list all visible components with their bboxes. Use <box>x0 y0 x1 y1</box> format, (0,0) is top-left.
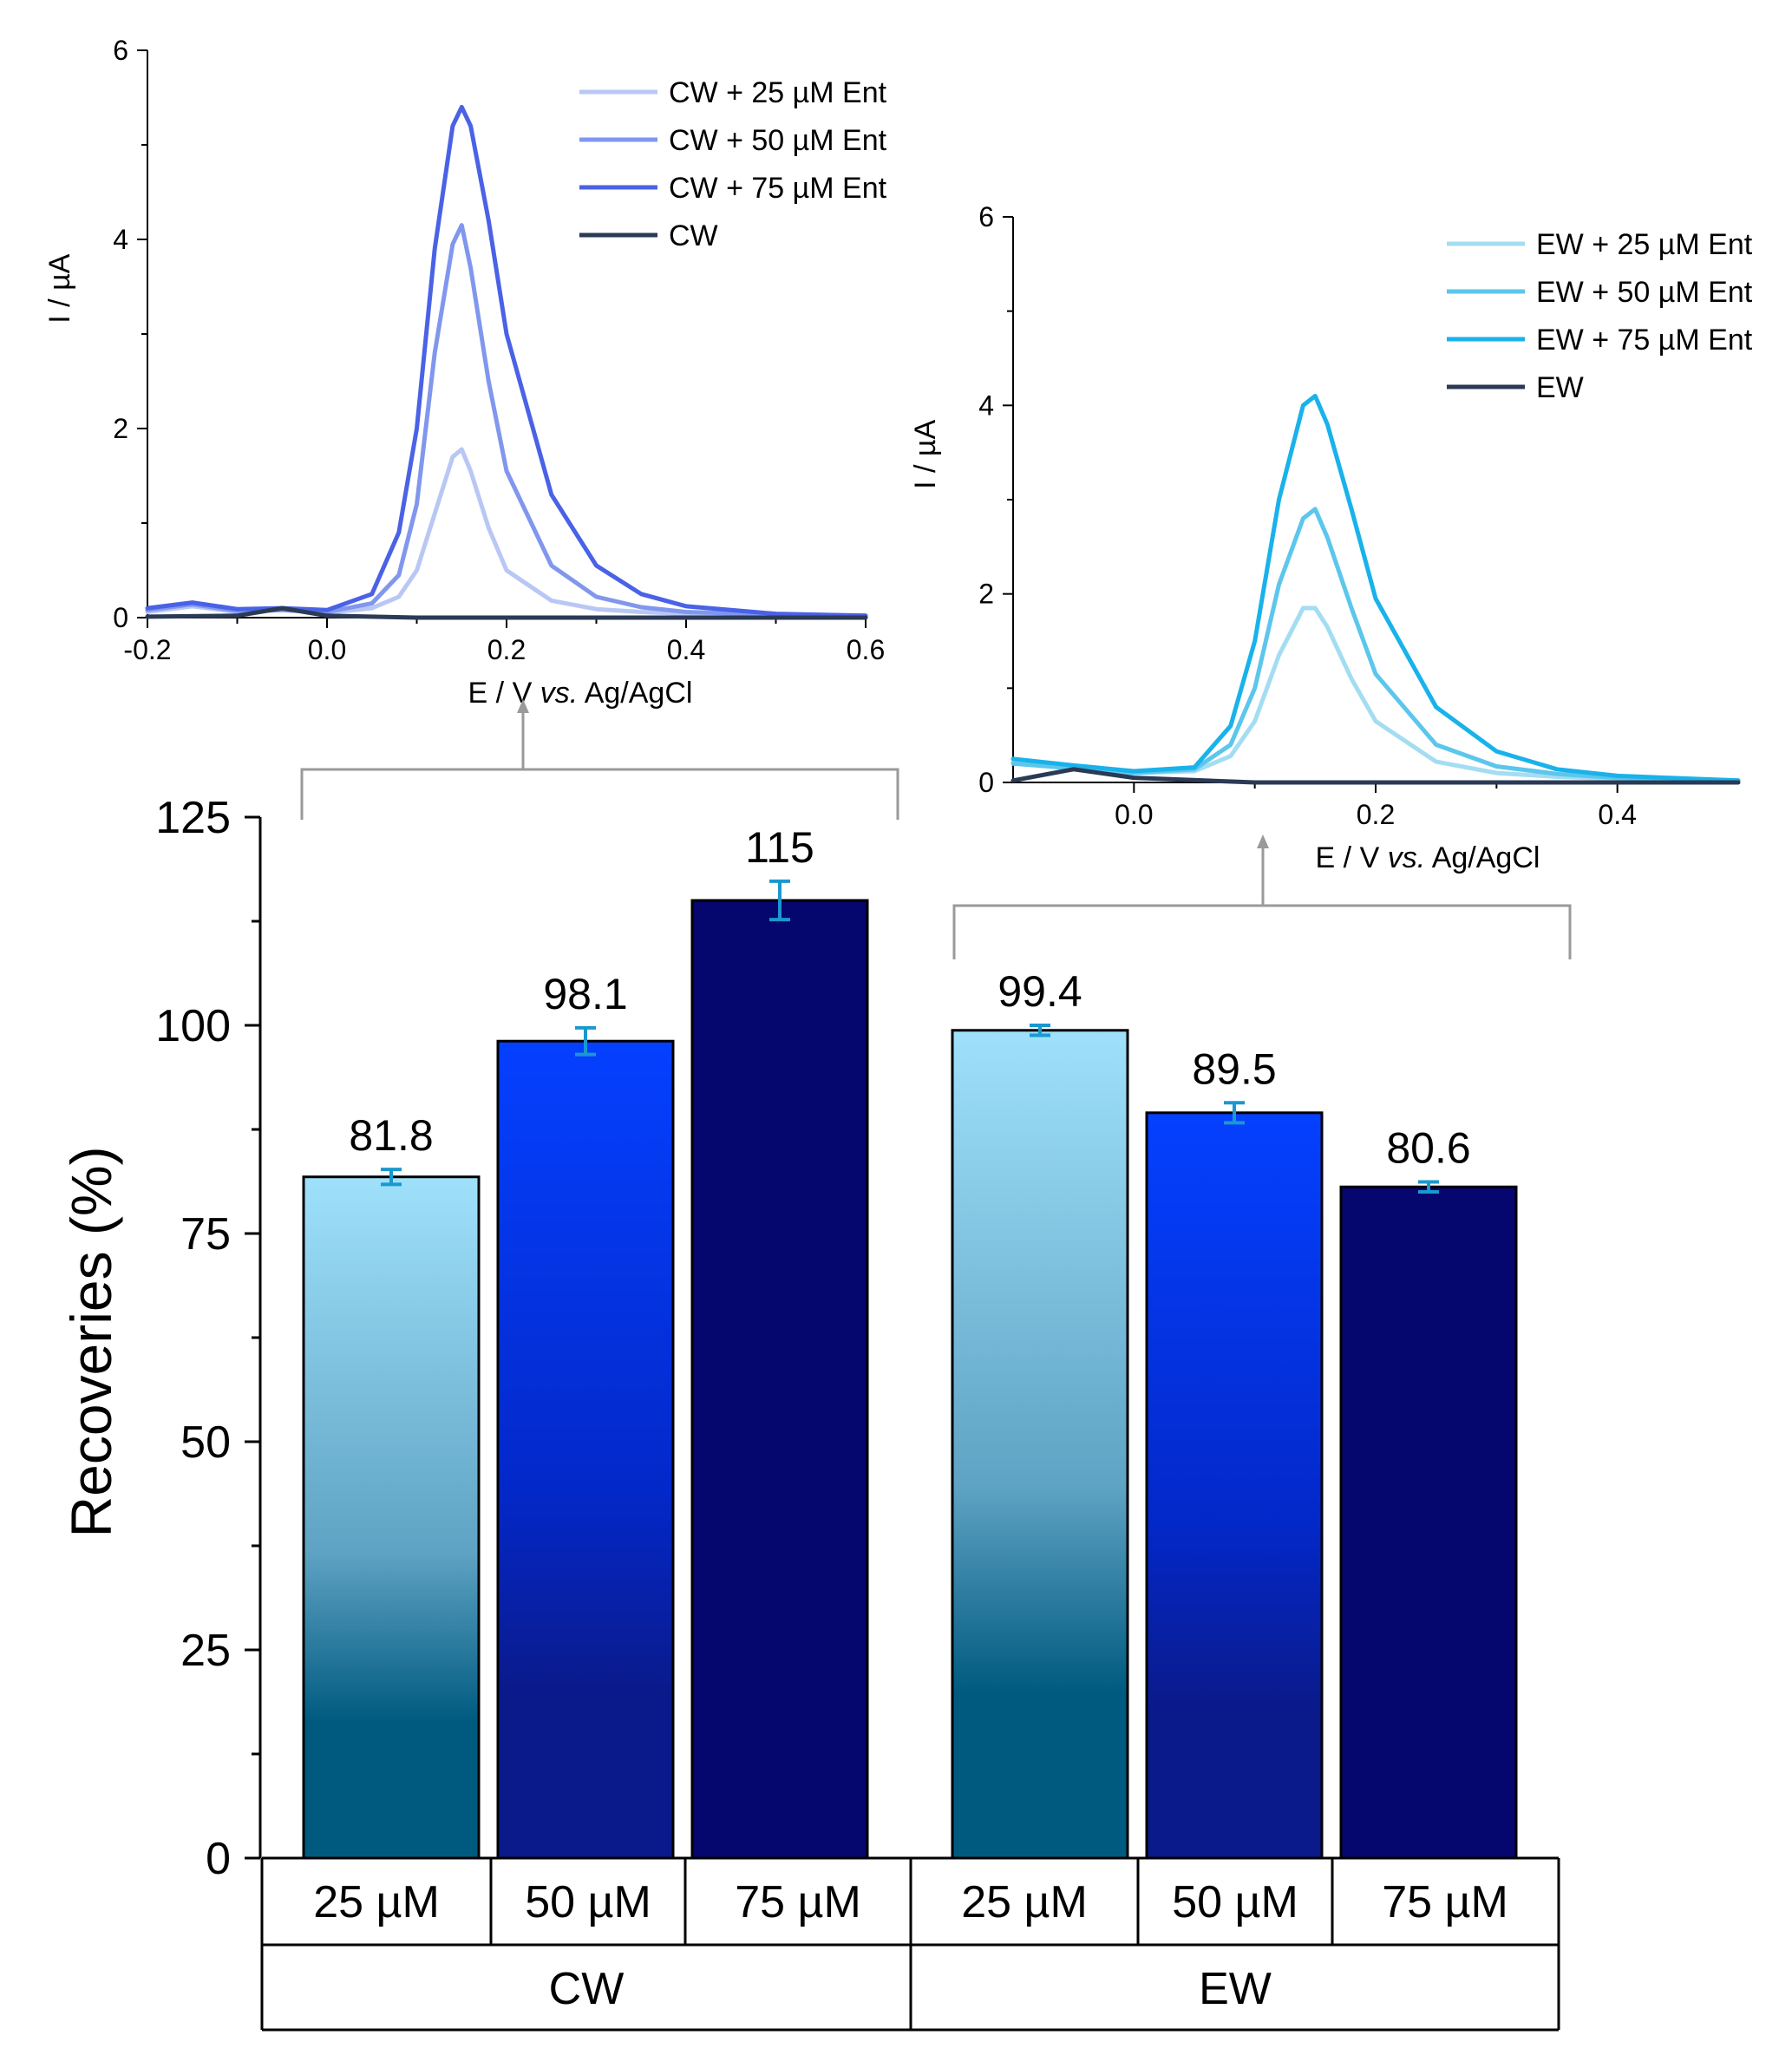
category-label: 75 µM <box>1382 1877 1508 1927</box>
x-tick-label: 0.2 <box>1357 799 1395 830</box>
y-tick-label: 100 <box>155 1001 231 1051</box>
bar <box>1145 1111 1324 1860</box>
category-label: 25 µM <box>313 1877 440 1927</box>
y-tick-label: 50 <box>180 1417 231 1468</box>
bar-value-label: 89.5 <box>1192 1044 1276 1093</box>
series-line <box>1010 767 1741 785</box>
bar <box>951 1029 1129 1860</box>
category-label: 50 µM <box>525 1877 651 1927</box>
ew-voltammogram-chart: 0.0 0.2 0.4 0 2 4 6 E / V vs. Ag/AgCl I / µA EW +… <box>909 201 1753 874</box>
series-line <box>1010 605 1741 783</box>
x-axis-label: E / V vs. Ag/AgCl <box>468 677 693 710</box>
y-tick-label: 6 <box>113 35 128 66</box>
x-tick-label: 0.0 <box>308 634 346 665</box>
legend-label: CW + 50 µM Ent <box>669 124 887 157</box>
legend-label: EW + 50 µM Ent <box>1536 276 1753 309</box>
cw-voltammogram-chart: -0.2 0.0 0.2 0.4 0.6 0 2 4 6 E / V vs. Ag/AgCl I /… <box>43 35 887 710</box>
y-tick-label: 75 <box>180 1209 231 1260</box>
category-label: 25 µM <box>961 1877 1088 1927</box>
legend-label: CW <box>669 219 718 252</box>
y-tick-label: 0 <box>206 1834 231 1884</box>
connector-arrowhead <box>1257 834 1269 848</box>
recoveries-bar-chart: 0 25 50 75 100 125 Recoveries (%) 81.8 98.1 115 99… <box>59 793 1560 2032</box>
connector-line <box>300 768 899 820</box>
y-axis-label: I / µA <box>43 253 76 323</box>
y-axis-label: I / µA <box>909 419 942 488</box>
series-line <box>145 605 868 620</box>
y-tick-label: 0 <box>978 767 994 798</box>
y-tick-label: 4 <box>113 224 128 255</box>
x-tick-label: 0.4 <box>667 634 705 665</box>
legend-label: EW + 75 µM Ent <box>1536 324 1753 357</box>
y-tick-label: 0 <box>113 602 128 633</box>
inset-connectors <box>300 699 1572 959</box>
x-tick-label: 0.4 <box>1598 799 1636 830</box>
bar <box>1339 1185 1518 1860</box>
category-label: 75 µM <box>735 1877 861 1927</box>
y-tick-label: 2 <box>978 579 994 610</box>
bar <box>496 1039 675 1860</box>
legend-label: EW <box>1536 371 1584 404</box>
y-tick-label: 6 <box>978 201 994 232</box>
bar-value-label: 99.4 <box>997 967 1082 1016</box>
bar-value-label: 98.1 <box>543 970 627 1018</box>
bar-value-label: 81.8 <box>349 1111 433 1160</box>
x-tick-label: 0.0 <box>1115 799 1153 830</box>
x-tick-label: -0.2 <box>123 634 171 665</box>
connector-line <box>952 904 1572 959</box>
bar <box>302 1175 481 1860</box>
x-axis-label: E / V vs. Ag/AgCl <box>1316 841 1540 874</box>
group-label: CW <box>549 1964 625 2014</box>
bar-value-label: 115 <box>745 823 814 872</box>
legend-label: EW + 25 µM Ent <box>1536 228 1753 261</box>
y-tick-label: 125 <box>155 793 231 843</box>
legend-label: CW + 25 µM Ent <box>669 76 887 109</box>
bar-value-label: 80.6 <box>1386 1123 1470 1172</box>
group-label: EW <box>1199 1964 1272 2014</box>
y-tick-label: 25 <box>180 1626 231 1676</box>
bar <box>690 899 869 1860</box>
x-tick-label: 0.2 <box>487 634 526 665</box>
legend-label: CW + 75 µM Ent <box>669 172 887 205</box>
series-line <box>145 223 868 618</box>
category-label: 50 µM <box>1172 1877 1298 1927</box>
series-line <box>1010 507 1741 783</box>
y-axis-label: Recoveries (%) <box>59 1146 123 1537</box>
y-tick-label: 4 <box>978 389 994 421</box>
x-tick-label: 0.6 <box>847 634 885 665</box>
series-line <box>1010 394 1741 783</box>
y-tick-label: 2 <box>113 413 128 444</box>
connector-arrowhead <box>517 699 529 713</box>
